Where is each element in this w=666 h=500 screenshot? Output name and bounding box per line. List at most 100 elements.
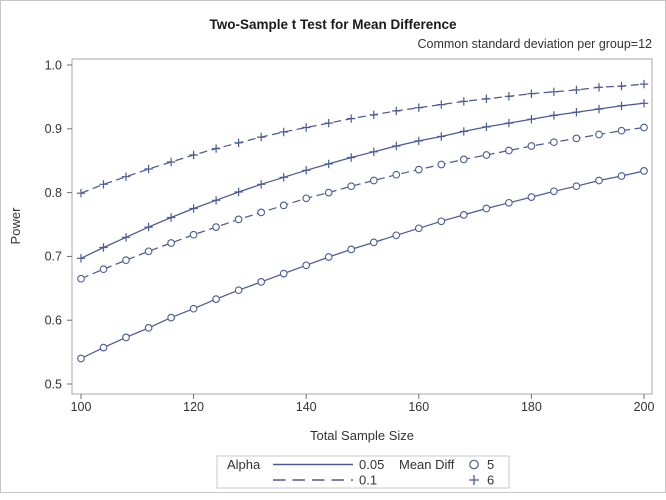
data-point-circle — [505, 146, 513, 155]
data-point-circle — [99, 343, 108, 352]
legend-alpha-005-label: 0.05 — [359, 457, 384, 472]
data-point-circle — [122, 256, 130, 265]
data-point-plus — [121, 233, 131, 242]
data-point-plus — [459, 97, 468, 106]
data-point-circle — [167, 239, 175, 247]
power-curve-chart: Two-Sample t Test for Mean Difference Co… — [8, 17, 655, 489]
data-point-plus — [617, 101, 626, 110]
x-axis-title: Total Sample Size — [310, 428, 414, 443]
curve-plus-alpha-0.1 — [76, 79, 649, 198]
data-point-plus — [257, 180, 266, 189]
legend-meandiff-6-label: 6 — [487, 473, 494, 488]
data-point-plus — [572, 85, 581, 95]
x-tick-label: 140 — [296, 400, 317, 414]
legend-plus-marker — [469, 475, 479, 485]
data-point-plus — [324, 118, 333, 128]
x-tick-label: 120 — [183, 400, 204, 414]
data-point-plus — [99, 243, 108, 252]
curve-line — [80, 102, 645, 259]
data-point-plus — [76, 189, 86, 198]
y-tick-label: 0.6 — [45, 314, 62, 328]
legend-box — [216, 455, 510, 489]
data-point-circle — [77, 274, 85, 283]
data-point-plus — [437, 132, 446, 141]
data-point-circle — [617, 126, 626, 135]
data-point-circle — [279, 269, 288, 278]
data-point-plus — [121, 172, 131, 181]
data-point-plus — [234, 187, 243, 197]
legend-alpha-label: Alpha — [227, 457, 261, 472]
data-point-circle — [437, 217, 446, 226]
data-point-circle — [640, 123, 648, 132]
data-point-circle — [414, 165, 423, 174]
data-point-circle — [369, 176, 378, 185]
data-point-circle — [324, 188, 333, 197]
legend-meandiff-label: Mean Diff — [399, 457, 455, 472]
data-point-plus — [392, 106, 401, 116]
y-tick-label: 0.9 — [45, 122, 62, 136]
plot-frame — [71, 58, 653, 395]
data-point-plus — [414, 136, 423, 146]
data-point-plus — [459, 127, 468, 136]
data-point-plus — [392, 141, 401, 151]
data-point-circle — [257, 208, 266, 217]
y-tick-label: 0.8 — [45, 186, 62, 200]
data-point-plus — [166, 157, 176, 167]
y-tick-label: 0.5 — [45, 377, 62, 391]
y-tick-label: 0.7 — [45, 250, 62, 264]
data-point-circle — [234, 286, 243, 295]
data-point-circle — [279, 201, 288, 210]
data-point-plus — [347, 114, 356, 123]
data-point-circle — [550, 187, 558, 196]
data-point-circle — [595, 130, 603, 139]
data-point-plus — [279, 127, 288, 137]
data-point-plus — [482, 94, 491, 103]
legend-alpha-01-label: 0.1 — [359, 473, 377, 488]
data-point-plus — [189, 204, 198, 213]
data-point-plus — [482, 122, 491, 132]
data-point-circle — [302, 261, 311, 270]
data-point-circle — [99, 265, 108, 274]
data-point-plus — [347, 153, 356, 162]
data-point-circle — [392, 170, 401, 179]
data-point-plus — [639, 79, 649, 89]
data-point-circle — [482, 204, 491, 213]
axis-ticks: 100 120 140 160 180 200 0.5 0.6 0.7 0.8 0.9 1.0 — [45, 58, 655, 414]
data-point-circle — [122, 333, 130, 342]
x-tick-label: 100 — [71, 400, 92, 414]
data-point-plus — [369, 147, 378, 156]
data-point-circle — [392, 231, 401, 240]
curve-line — [80, 170, 645, 360]
curve-plus-alpha-0.05 — [76, 99, 649, 263]
data-point-circle — [144, 324, 153, 332]
data-point-circle — [369, 238, 378, 247]
data-point-plus — [549, 111, 559, 120]
data-point-plus — [527, 115, 536, 124]
data-point-plus — [211, 144, 221, 153]
data-point-circle — [347, 182, 356, 191]
x-tick-label: 200 — [634, 400, 655, 414]
data-point-plus — [594, 104, 604, 114]
data-point-plus — [279, 173, 288, 182]
data-point-circle — [347, 245, 356, 254]
data-point-circle — [212, 223, 220, 231]
y-tick-label: 1.0 — [45, 58, 62, 72]
data-point-plus — [617, 81, 626, 91]
data-point-plus — [639, 99, 649, 108]
curve-line — [80, 126, 645, 280]
data-point-circle — [595, 176, 603, 185]
data-point-plus — [234, 138, 243, 147]
curves-group — [76, 79, 649, 363]
curve-circle-alpha-0.1 — [77, 123, 648, 283]
data-point-circle — [617, 172, 626, 180]
data-point-plus — [324, 159, 333, 169]
data-point-circle — [189, 230, 198, 239]
data-point-plus — [414, 103, 423, 112]
data-point-plus — [504, 118, 514, 128]
data-point-circle — [189, 304, 198, 313]
data-point-plus — [76, 254, 86, 263]
data-point-circle — [550, 138, 558, 147]
legend-meandiff-5-label: 5 — [487, 457, 494, 472]
data-point-plus — [594, 83, 604, 92]
